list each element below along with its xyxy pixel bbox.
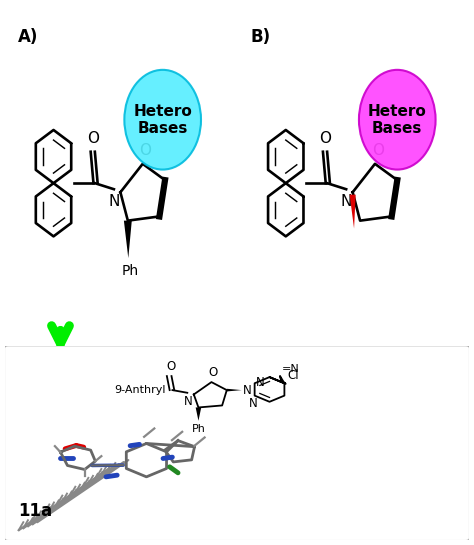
Text: Cl: Cl bbox=[287, 369, 299, 382]
Text: O: O bbox=[319, 131, 331, 146]
Text: O: O bbox=[372, 143, 384, 158]
Text: 11a: 11a bbox=[18, 501, 52, 519]
Text: A): A) bbox=[18, 28, 38, 46]
Polygon shape bbox=[196, 408, 201, 421]
Polygon shape bbox=[124, 221, 132, 258]
Ellipse shape bbox=[124, 70, 201, 169]
Text: Hetero
Bases: Hetero Bases bbox=[368, 104, 427, 136]
Text: N: N bbox=[340, 194, 352, 209]
Text: N: N bbox=[256, 376, 265, 389]
FancyBboxPatch shape bbox=[4, 345, 470, 541]
Text: Ph: Ph bbox=[191, 424, 205, 434]
Text: N: N bbox=[108, 194, 119, 209]
Text: B): B) bbox=[250, 28, 270, 46]
Text: O: O bbox=[87, 131, 99, 146]
Text: =N: =N bbox=[282, 364, 299, 374]
Text: 9-Anthryl: 9-Anthryl bbox=[114, 385, 166, 395]
Text: O: O bbox=[139, 143, 152, 158]
Polygon shape bbox=[227, 389, 242, 391]
Text: Hetero
Bases: Hetero Bases bbox=[133, 104, 192, 136]
Polygon shape bbox=[350, 195, 356, 228]
Text: O: O bbox=[209, 366, 218, 379]
Text: O: O bbox=[166, 360, 175, 373]
Text: N: N bbox=[183, 395, 192, 408]
Text: N: N bbox=[243, 384, 252, 397]
Text: Ph: Ph bbox=[121, 264, 138, 278]
FancyBboxPatch shape bbox=[0, 5, 474, 349]
Text: N: N bbox=[248, 397, 257, 410]
Ellipse shape bbox=[359, 70, 436, 169]
